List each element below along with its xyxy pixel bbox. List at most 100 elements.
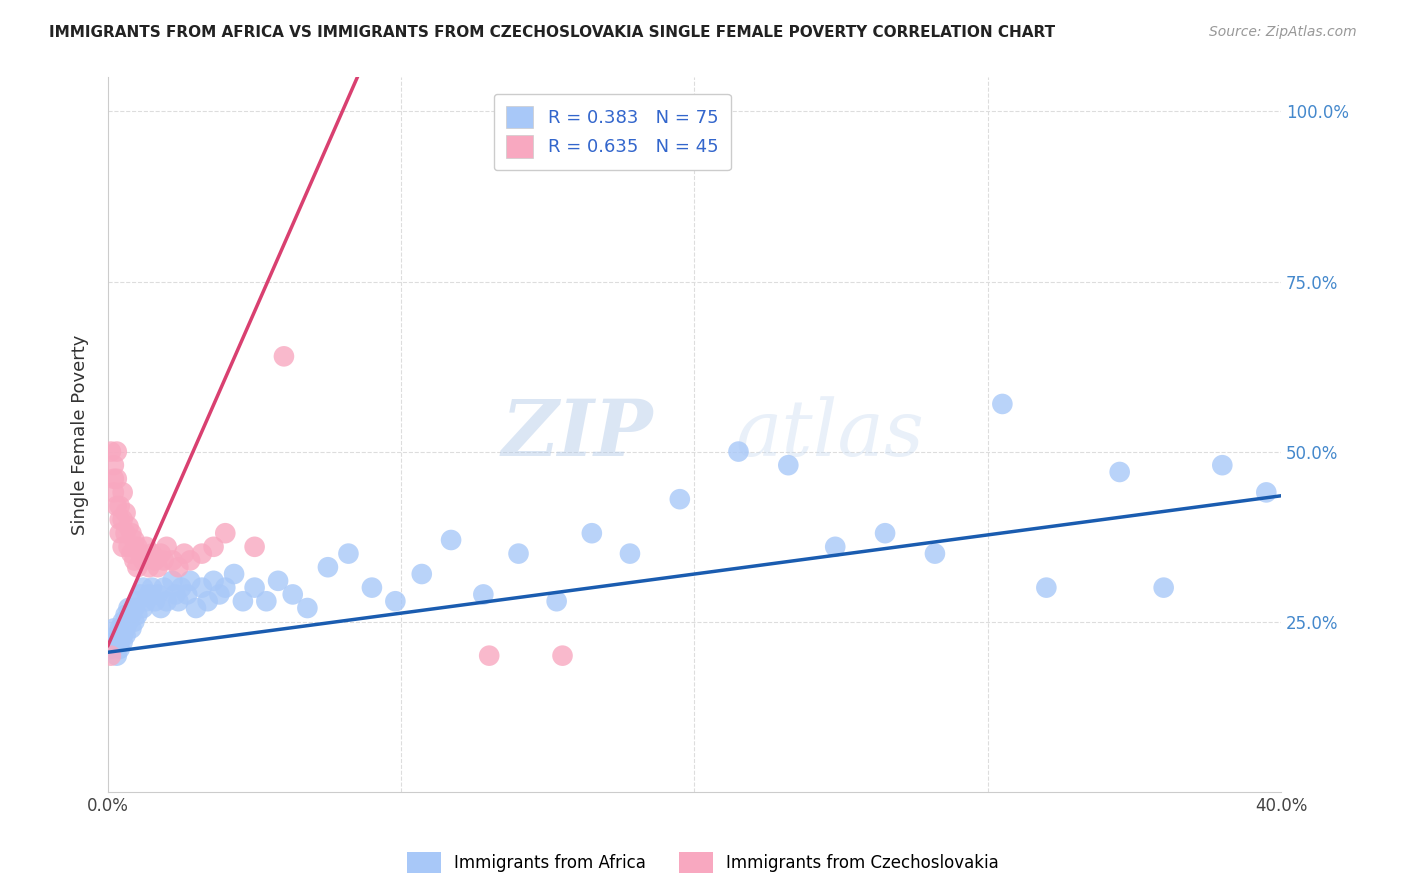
Point (108, 526, 131, 541)
Point (149, 547, 172, 561)
Point (132, 581, 155, 595)
Point (124, 601, 146, 615)
Point (478, 648, 501, 663)
Point (111, 513, 134, 527)
Point (103, 458, 125, 473)
Legend: Immigrants from Africa, Immigrants from Czechoslovakia: Immigrants from Africa, Immigrants from … (401, 846, 1005, 880)
Text: IMMIGRANTS FROM AFRICA VS IMMIGRANTS FROM CZECHOSLOVAKIA SINGLE FEMALE POVERTY C: IMMIGRANTS FROM AFRICA VS IMMIGRANTS FRO… (49, 25, 1056, 40)
Point (214, 581, 236, 595)
Point (337, 547, 360, 561)
Point (127, 540, 149, 554)
Point (581, 526, 603, 541)
Point (120, 526, 142, 541)
Point (232, 594, 254, 608)
Point (184, 601, 207, 615)
Point (149, 601, 172, 615)
Point (105, 628, 128, 642)
Point (135, 540, 157, 554)
Point (179, 574, 201, 588)
Point (152, 553, 174, 567)
Point (191, 547, 214, 561)
Legend: R = 0.383   N = 75, R = 0.635   N = 45: R = 0.383 N = 75, R = 0.635 N = 45 (494, 94, 731, 170)
Point (778, 458, 800, 473)
Point (170, 581, 193, 595)
Point (384, 594, 406, 608)
Point (267, 574, 290, 588)
Point (124, 615, 146, 629)
Point (111, 635, 134, 649)
Point (273, 349, 295, 363)
Point (114, 607, 136, 622)
Point (472, 587, 495, 601)
Point (297, 601, 319, 615)
Point (120, 622, 142, 636)
Text: atlas: atlas (735, 396, 924, 473)
Point (727, 444, 749, 458)
Point (875, 526, 897, 541)
Point (191, 581, 214, 595)
Point (117, 540, 139, 554)
Point (197, 594, 219, 608)
Point (146, 587, 169, 601)
Point (124, 533, 146, 547)
Point (156, 540, 179, 554)
Point (546, 594, 568, 608)
Point (243, 581, 266, 595)
Point (127, 607, 149, 622)
Point (120, 547, 142, 561)
Point (138, 587, 160, 601)
Point (824, 540, 846, 554)
Point (103, 622, 125, 636)
Point (127, 594, 149, 608)
Point (146, 560, 169, 574)
Point (208, 587, 231, 601)
Point (114, 506, 136, 520)
Point (143, 594, 166, 608)
Point (129, 547, 152, 561)
Point (141, 547, 163, 561)
Point (281, 587, 304, 601)
Point (114, 526, 136, 541)
Point (152, 581, 174, 595)
Point (117, 601, 139, 615)
Point (103, 485, 125, 500)
Point (551, 648, 574, 663)
Point (132, 553, 155, 567)
Point (508, 547, 530, 561)
Point (103, 472, 125, 486)
Point (1035, 581, 1057, 595)
Point (243, 540, 266, 554)
Point (143, 553, 166, 567)
Point (165, 587, 187, 601)
Point (108, 635, 131, 649)
Point (127, 560, 149, 574)
Point (619, 547, 641, 561)
Point (117, 615, 139, 629)
Point (176, 587, 198, 601)
Point (120, 607, 142, 622)
Point (924, 547, 946, 561)
Point (132, 601, 155, 615)
Point (129, 587, 152, 601)
Point (111, 485, 134, 500)
Point (138, 560, 160, 574)
Point (1108, 465, 1130, 479)
Text: Source: ZipAtlas.com: Source: ZipAtlas.com (1209, 25, 1357, 39)
Point (111, 628, 134, 642)
Point (316, 560, 339, 574)
Point (173, 547, 195, 561)
Point (108, 499, 131, 513)
Point (124, 553, 146, 567)
Point (1153, 581, 1175, 595)
Point (202, 540, 225, 554)
Point (991, 397, 1014, 411)
Point (254, 594, 277, 608)
Point (222, 567, 245, 582)
Text: ZIP: ZIP (502, 396, 654, 473)
Point (669, 492, 692, 507)
Point (214, 526, 236, 541)
Point (202, 574, 225, 588)
Point (411, 567, 433, 582)
Point (179, 553, 201, 567)
Point (105, 499, 128, 513)
